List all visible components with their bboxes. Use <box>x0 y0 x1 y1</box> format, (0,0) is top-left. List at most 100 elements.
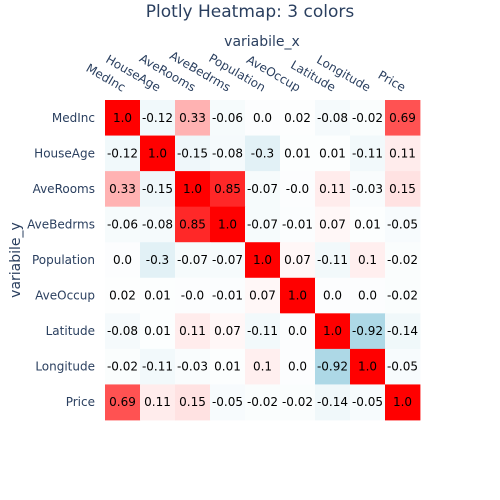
cell-value-label: -0.0 <box>286 182 309 196</box>
cell-value-label: 0.01 <box>144 324 171 338</box>
heatmap-cell <box>210 206 246 243</box>
cell-value-label: -0.14 <box>387 324 418 338</box>
cell-value-label: -0.12 <box>142 111 173 125</box>
heatmap-cell <box>350 171 386 208</box>
cell-value-label: -0.15 <box>142 182 173 196</box>
heatmap-cell <box>385 206 421 243</box>
cell-value-label: -0.08 <box>212 146 243 160</box>
heatmap-cell <box>245 384 281 421</box>
cell-value-label: -0.11 <box>247 324 278 338</box>
heatmap-cell <box>245 100 281 136</box>
heatmap-cell <box>140 135 176 172</box>
cell-labels: 1.0 -0.12 0.33 -0.06 0.0 0.02 -0.08 -0.02 0.69 -0… <box>107 111 418 409</box>
cell-value-label: 0.69 <box>109 395 136 409</box>
cell-value-label: -0.02 <box>247 395 278 409</box>
heatmap-cell <box>105 313 141 350</box>
x-axis-title: variabile_x <box>224 34 300 50</box>
cell-value-label: 0.0 <box>323 289 342 303</box>
cell-value-label: 0.69 <box>389 111 416 125</box>
heatmap-cell <box>315 242 351 279</box>
heatmap-cell <box>315 206 351 243</box>
heatmap-cell <box>245 242 281 279</box>
y-axis-ticks: MedInc HouseAge AveRooms AveBedrms Populatio… <box>27 111 95 409</box>
heatmap-cell <box>315 384 351 421</box>
cell-value-label: 1.0 <box>148 146 167 160</box>
cell-value-label: 1.0 <box>358 360 377 374</box>
heatmap-cell <box>210 242 246 279</box>
heatmap-cell <box>105 384 141 421</box>
heatmap-cell <box>140 242 176 279</box>
cell-value-label: -0.11 <box>317 253 348 267</box>
heatmap-cell <box>280 384 316 421</box>
heatmap-cell <box>175 277 211 314</box>
cell-value-label: -0.06 <box>107 217 138 231</box>
heatmap-cell <box>175 384 211 421</box>
y-tick-label: Price <box>66 395 95 409</box>
heatmap-cell <box>210 277 246 314</box>
cell-value-label: -0.05 <box>387 217 418 231</box>
cell-value-label: -0.05 <box>387 360 418 374</box>
cell-value-label: 0.0 <box>288 324 307 338</box>
cell-value-label: 0.0 <box>288 360 307 374</box>
cell-value-label: -0.02 <box>282 395 313 409</box>
cell-value-label: -0.07 <box>177 253 208 267</box>
y-tick-label: AveRooms <box>33 182 95 196</box>
cell-value-label: 0.02 <box>284 111 311 125</box>
cell-value-label: 0.01 <box>319 146 346 160</box>
y-axis-title: variabile_y <box>8 222 24 298</box>
cell-value-label: 1.0 <box>253 253 272 267</box>
heatmap-cell <box>105 135 141 172</box>
heatmap-cell <box>140 277 176 314</box>
heatmap-cell <box>175 206 211 243</box>
heatmap-cell <box>315 313 351 350</box>
cell-value-label: -0.07 <box>212 253 243 267</box>
cell-value-label: -0.03 <box>352 182 383 196</box>
cell-value-label: -0.05 <box>212 395 243 409</box>
heatmap-cell <box>175 313 211 350</box>
cell-value-label: -0.3 <box>251 146 274 160</box>
y-tick-label: AveBedrms <box>27 217 95 231</box>
y-tick-label: HouseAge <box>34 146 95 160</box>
heatmap-cell <box>315 277 351 314</box>
heatmap-cell <box>175 348 211 385</box>
cell-value-label: -0.08 <box>317 111 348 125</box>
cell-value-label: -0.92 <box>317 360 348 374</box>
cell-value-label: -0.11 <box>142 360 173 374</box>
heatmap-cell <box>245 171 281 208</box>
heatmap-cell <box>105 277 141 314</box>
cell-value-label: 0.33 <box>179 111 206 125</box>
heatmap-cell <box>140 100 176 136</box>
cell-value-label: 0.11 <box>389 146 416 160</box>
heatmap-cell <box>280 242 316 279</box>
cell-value-label: 0.15 <box>179 395 206 409</box>
cell-value-label: -0.12 <box>107 146 138 160</box>
heatmap-cell <box>350 348 386 385</box>
cell-value-label: -0.15 <box>177 146 208 160</box>
heatmap-cell <box>350 206 386 243</box>
cell-value-label: 0.33 <box>109 182 136 196</box>
heatmap-cell <box>350 313 386 350</box>
cell-value-label: -0.01 <box>212 289 243 303</box>
y-tick-label: Latitude <box>46 324 95 338</box>
heatmap-cell <box>280 348 316 385</box>
heatmap-cell <box>385 242 421 279</box>
cell-value-label: 0.01 <box>144 289 171 303</box>
y-tick-label: AveOccup <box>35 289 95 303</box>
heatmap-cell <box>315 100 351 136</box>
heatmap-cell <box>280 171 316 208</box>
heatmap-cell <box>175 171 211 208</box>
heatmap-cell <box>105 242 141 279</box>
heatmap-cell <box>140 348 176 385</box>
heatmap-cell <box>385 277 421 314</box>
cell-value-label: -0.05 <box>352 395 383 409</box>
cell-value-label: -0.02 <box>352 111 383 125</box>
cell-value-label: -0.07 <box>247 217 278 231</box>
cell-value-label: 0.85 <box>214 182 241 196</box>
cell-value-label: 1.0 <box>288 289 307 303</box>
heatmap-cell <box>385 348 421 385</box>
cell-value-label: 1.0 <box>113 111 132 125</box>
cell-value-label: 0.11 <box>319 182 346 196</box>
heatmap-cell <box>140 206 176 243</box>
cell-value-label: 0.07 <box>284 253 311 267</box>
heatmap-cell <box>315 171 351 208</box>
